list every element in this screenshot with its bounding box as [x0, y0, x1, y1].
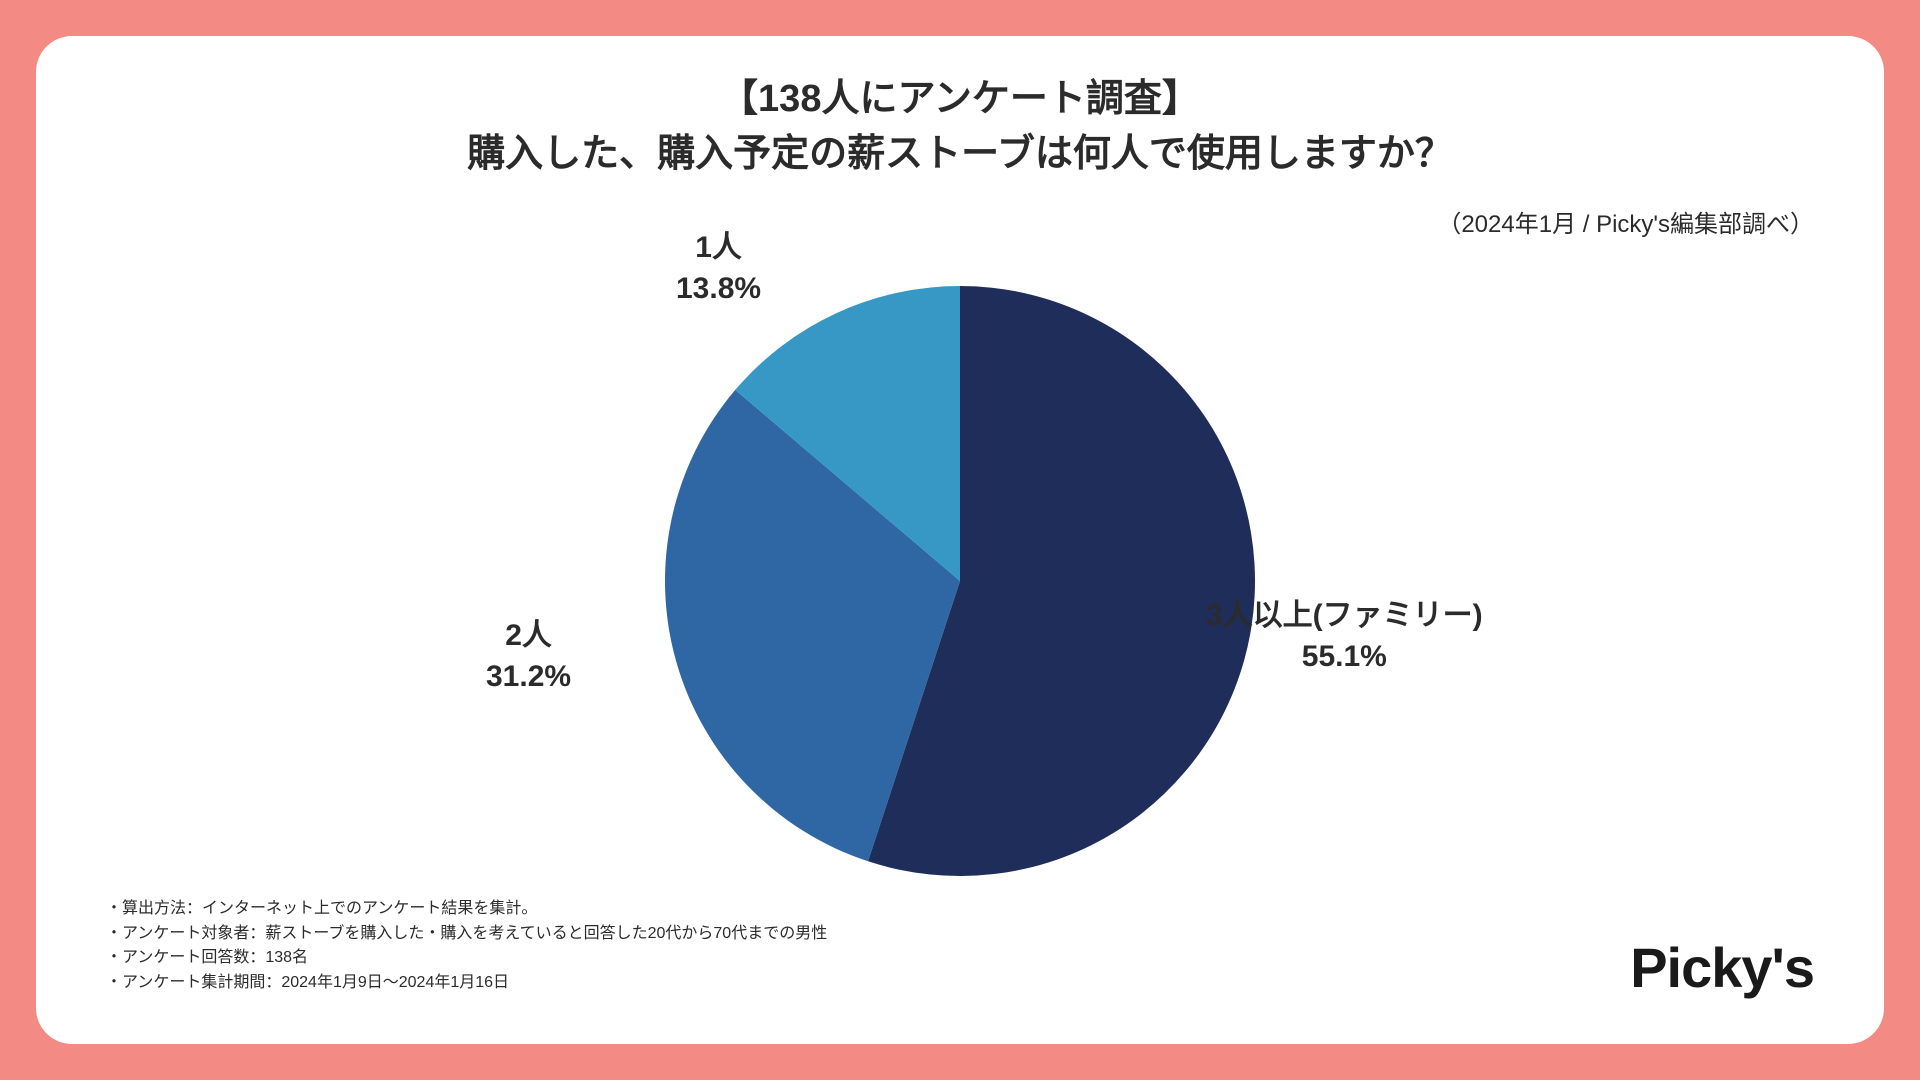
pie-label-two-pct: 31.2% [486, 657, 571, 698]
chart-title: 【138人にアンケート調査】 購入した、購入予定の薪ストーブは何人で使用しますか… [36, 72, 1884, 182]
pie-label-one-pct: 13.8% [676, 269, 761, 310]
footnote-line: ・アンケート対象者：薪ストーブを購入した・購入を考えていると回答した20代から7… [106, 922, 827, 947]
outer-frame: 【138人にアンケート調査】 購入した、購入予定の薪ストーブは何人で使用しますか… [0, 0, 1920, 1080]
pie-label-one: 1人 13.8% [676, 228, 761, 309]
pie-label-family-pct: 55.1% [1206, 637, 1483, 678]
pie-chart [665, 286, 1255, 876]
footnote-line: ・アンケート回答数：138名 [106, 946, 827, 971]
pie-label-two: 2人 31.2% [486, 616, 571, 697]
pie-label-family: 3人以上(ファミリー) 55.1% [1206, 596, 1483, 677]
footnotes: ・算出方法：インターネット上でのアンケート結果を集計。・アンケート対象者：薪スト… [106, 897, 827, 996]
pie-label-family-text: 3人以上(ファミリー) [1206, 596, 1483, 637]
pie-label-two-text: 2人 [486, 616, 571, 657]
brand-logo: Picky's [1630, 935, 1814, 1000]
source-line: （2024年1月 / Picky's編集部調べ） [1437, 204, 1814, 239]
card: 【138人にアンケート調査】 購入した、購入予定の薪ストーブは何人で使用しますか… [36, 36, 1884, 1044]
footnote-line: ・アンケート集計期間：2024年1月9日〜2024年1月16日 [106, 971, 827, 996]
pie-svg [665, 286, 1255, 876]
title-line-2: 購入した、購入予定の薪ストーブは何人で使用しますか？ [36, 127, 1884, 182]
pie-label-one-text: 1人 [676, 228, 761, 269]
title-line-1: 【138人にアンケート調査】 [36, 72, 1884, 127]
footnote-line: ・算出方法：インターネット上でのアンケート結果を集計。 [106, 897, 827, 922]
